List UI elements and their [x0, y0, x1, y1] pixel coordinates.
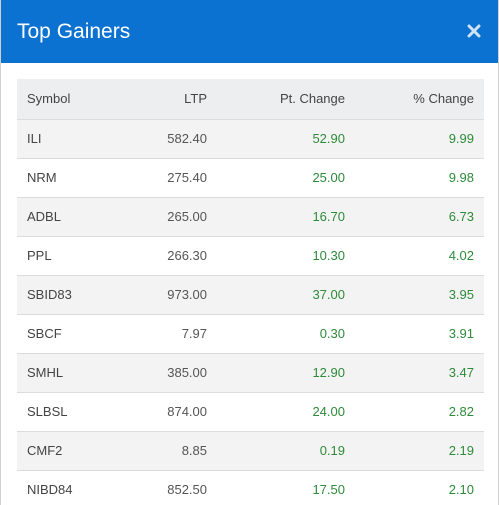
modal-title: Top Gainers: [17, 19, 131, 43]
modal-header: Top Gainers: [1, 0, 498, 63]
close-icon: [467, 24, 481, 38]
column-header-pct-change: % Change: [413, 91, 474, 107]
pt-change-cell: 0.19: [319, 443, 345, 458]
pt-change-cell: 17.50: [312, 482, 345, 498]
pct-change-cell: 3.47: [448, 365, 474, 380]
table-row[interactable]: NRM 275.40 25.00 9.98: [17, 158, 484, 197]
pt-change-cell: 12.90: [312, 365, 345, 380]
table-row[interactable]: SBCF 7.97 0.30 3.91: [17, 314, 484, 353]
symbol-cell: SMHL: [27, 365, 64, 380]
table-body: ILI 582.40 52.90 9.99 NRM 275.40 25.00 9…: [17, 119, 484, 505]
pct-change-cell: 3.95: [448, 287, 474, 302]
pct-change-cell: 2.19: [448, 443, 474, 458]
ltp-cell: 973.00: [167, 287, 207, 302]
ltp-cell: 385.00: [167, 365, 207, 380]
table-row[interactable]: ADBL 265.00 16.70 6.73: [17, 197, 484, 236]
ltp-cell: 7.97: [181, 326, 207, 341]
symbol-cell: NRM: [27, 170, 57, 185]
pct-change-cell: 9.98: [448, 170, 474, 185]
symbol-cell: SBCF: [27, 326, 62, 341]
pct-change-cell: 9.99: [448, 131, 474, 146]
ltp-cell: 874.00: [167, 404, 207, 419]
ltp-cell: 265.00: [167, 209, 207, 224]
symbol-cell: PPL: [27, 248, 52, 263]
ltp-cell: 275.40: [167, 170, 207, 185]
symbol-cell: NIBD84: [27, 482, 73, 498]
pct-change-cell: 4.02: [448, 248, 474, 263]
table-row[interactable]: SBID83 973.00 37.00 3.95: [17, 275, 484, 314]
column-header-ltp: LTP: [184, 91, 207, 107]
pct-change-cell: 2.10: [448, 482, 474, 498]
table-row[interactable]: PPL 266.30 10.30 4.02: [17, 236, 484, 275]
ltp-cell: 8.85: [181, 443, 207, 458]
ltp-cell: 582.40: [167, 131, 207, 146]
table-row[interactable]: SMHL 385.00 12.90 3.47: [17, 353, 484, 392]
ltp-cell: 266.30: [167, 248, 207, 263]
pt-change-cell: 24.00: [312, 404, 345, 419]
table-row[interactable]: CMF2 8.85 0.19 2.19: [17, 431, 484, 470]
symbol-cell: ILI: [27, 131, 42, 146]
close-button[interactable]: [464, 21, 484, 41]
table-header: Symbol LTP Pt. Change % Change: [17, 79, 484, 119]
pct-change-cell: 3.91: [448, 326, 474, 341]
symbol-cell: SBID83: [27, 287, 72, 302]
gainers-table-container: Symbol LTP Pt. Change % Change ILI 582.4…: [17, 79, 484, 505]
pct-change-cell: 6.73: [448, 209, 474, 224]
table-row[interactable]: ILI 582.40 52.90 9.99: [17, 119, 484, 158]
symbol-cell: ADBL: [27, 209, 61, 224]
symbol-cell: SLBSL: [27, 404, 68, 419]
gainers-table: Symbol LTP Pt. Change % Change ILI 582.4…: [17, 79, 484, 505]
symbol-cell: CMF2: [27, 443, 63, 458]
ltp-cell: 852.50: [167, 482, 207, 498]
pt-change-cell: 37.00: [312, 287, 345, 302]
pt-change-cell: 52.90: [312, 131, 345, 146]
table-row[interactable]: NIBD84 852.50 17.50 2.10: [17, 470, 484, 505]
pt-change-cell: 0.30: [319, 326, 345, 341]
pt-change-cell: 10.30: [312, 248, 345, 263]
pt-change-cell: 25.00: [312, 170, 345, 185]
header-row: Symbol LTP Pt. Change % Change: [17, 79, 484, 119]
pt-change-cell: 16.70: [312, 209, 345, 224]
column-header-symbol: Symbol: [27, 91, 71, 107]
table-row[interactable]: SLBSL 874.00 24.00 2.82: [17, 392, 484, 431]
pct-change-cell: 2.82: [448, 404, 474, 419]
column-header-pt-change: Pt. Change: [279, 91, 345, 107]
